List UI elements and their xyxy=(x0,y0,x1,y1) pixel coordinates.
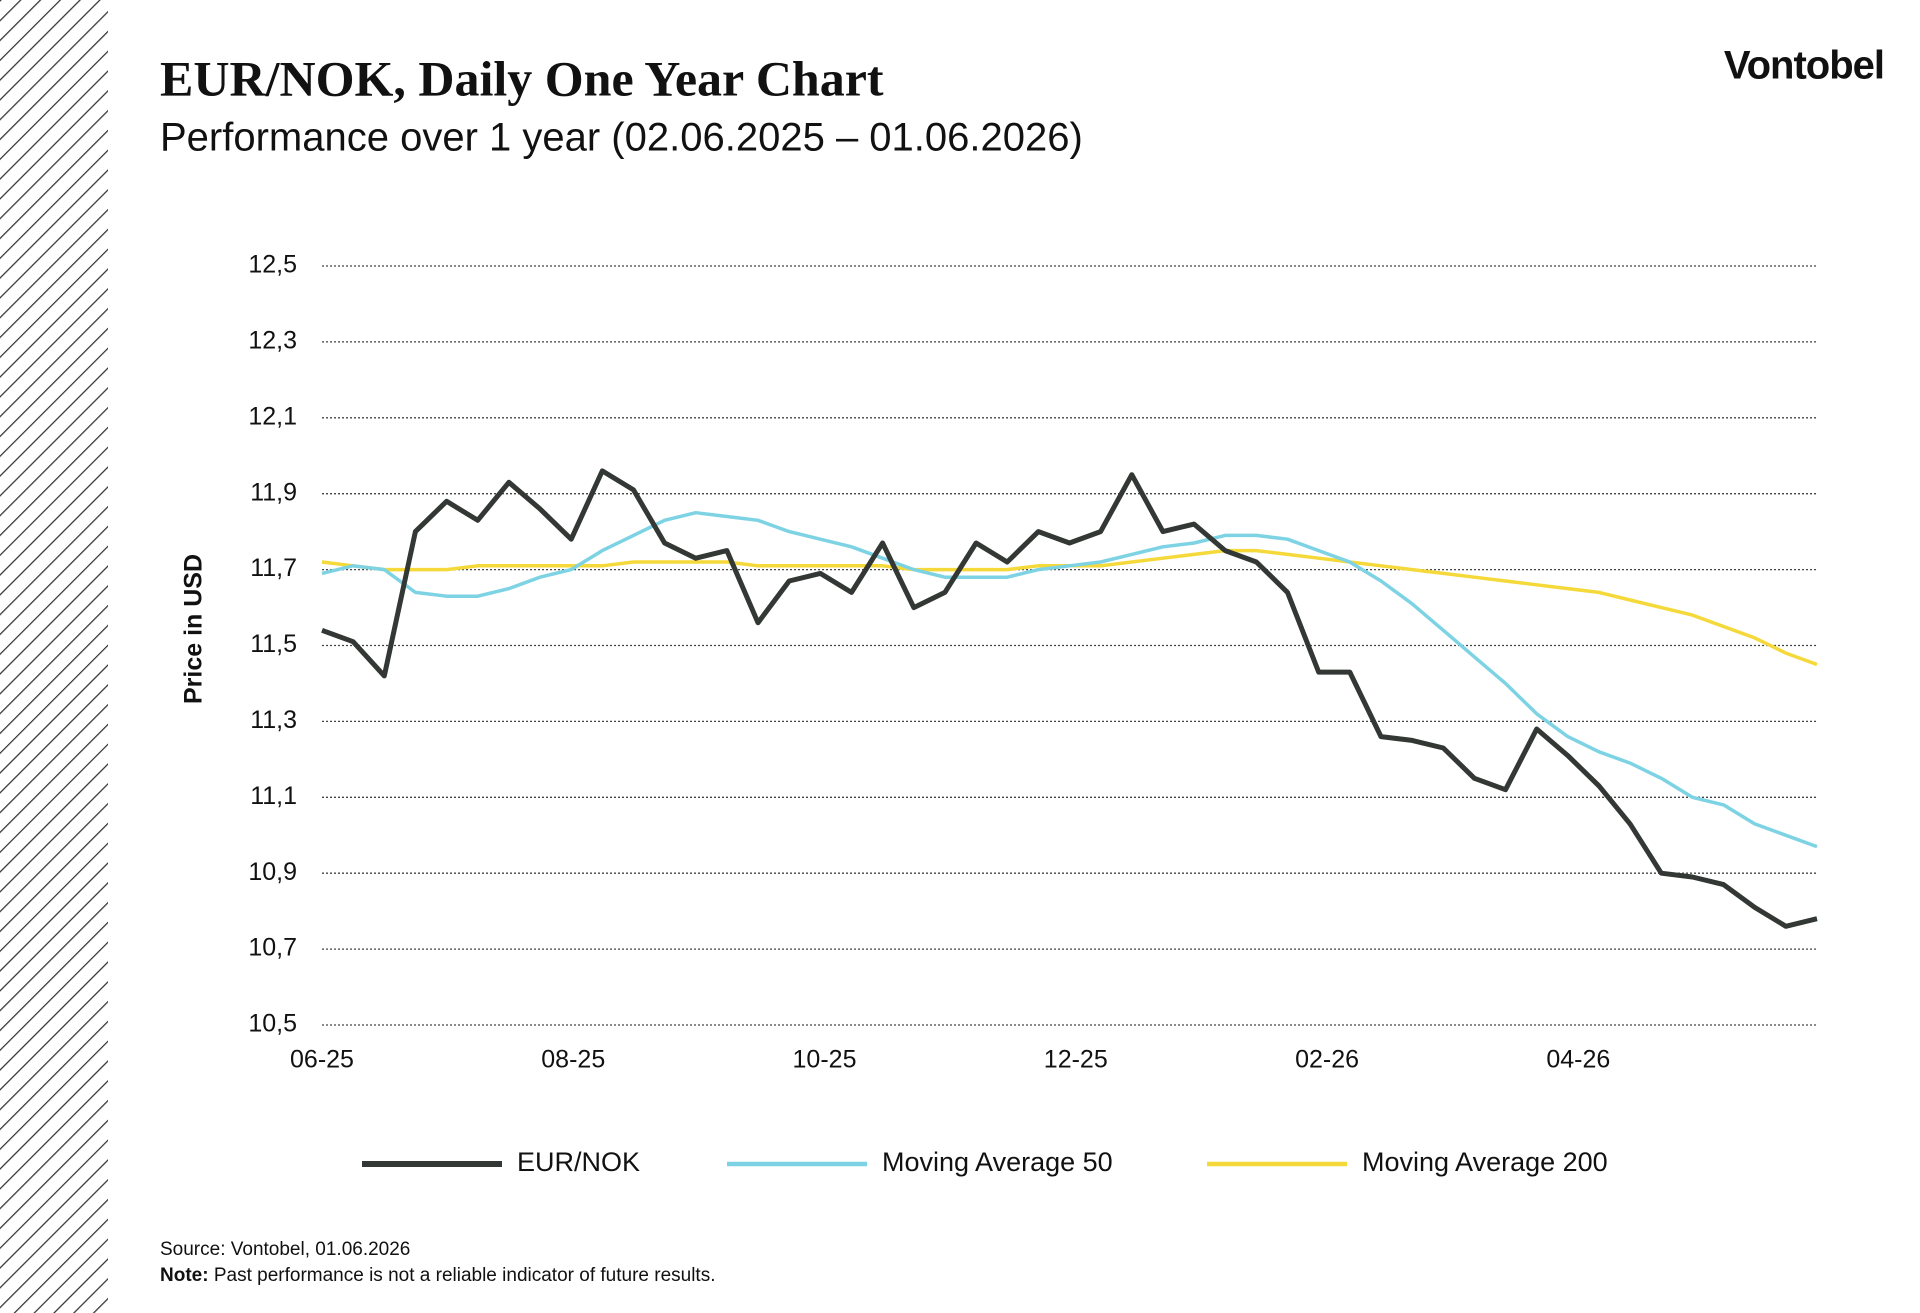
legend-label: EUR/NOK xyxy=(517,1147,640,1177)
y-tick-label: 11,1 xyxy=(250,782,297,810)
x-tick-label: 12-25 xyxy=(1044,1046,1108,1074)
y-tick-label: 12,3 xyxy=(248,327,297,355)
y-tick-label: 11,7 xyxy=(250,554,297,582)
chart-title: EUR/NOK, Daily One Year Chart xyxy=(160,50,884,106)
y-tick-label: 11,5 xyxy=(250,630,297,658)
line-series xyxy=(321,510,1818,849)
y-tick-label: 12,5 xyxy=(248,251,297,279)
x-tick-label: 04-26 xyxy=(1546,1046,1610,1074)
x-tick-label: 10-25 xyxy=(793,1046,857,1074)
chart-subtitle: Performance over 1 year (02.06.2025 – 01… xyxy=(160,116,1083,160)
x-tick-label: 02-26 xyxy=(1295,1046,1359,1074)
note-label: Note: xyxy=(160,1265,209,1286)
y-tick-label: 10,5 xyxy=(248,1010,297,1038)
x-tick-label: 06-25 xyxy=(290,1046,354,1074)
note: Note: Past performance is not a reliable… xyxy=(160,1265,715,1286)
line-series xyxy=(321,468,1818,929)
legend-label: Moving Average 50 xyxy=(882,1147,1113,1177)
y-tick-label: 11,3 xyxy=(250,706,297,734)
hatched-strip xyxy=(0,0,108,1313)
line-series xyxy=(321,548,1818,667)
brand-logo: Vontobel xyxy=(1724,44,1884,88)
source: Source: Vontobel, 01.06.2026 xyxy=(160,1239,410,1260)
y-tick-label: 10,9 xyxy=(248,858,297,886)
y-axis-label: Price in USD xyxy=(180,554,208,704)
x-tick-label: 08-25 xyxy=(541,1046,605,1074)
legend-label: Moving Average 200 xyxy=(1362,1147,1608,1177)
y-tick-label: 11,9 xyxy=(250,478,297,506)
y-tick-label: 12,1 xyxy=(248,402,297,430)
y-tick-label: 10,7 xyxy=(248,934,297,962)
note-text: Past performance is not a reliable indic… xyxy=(214,1265,716,1286)
